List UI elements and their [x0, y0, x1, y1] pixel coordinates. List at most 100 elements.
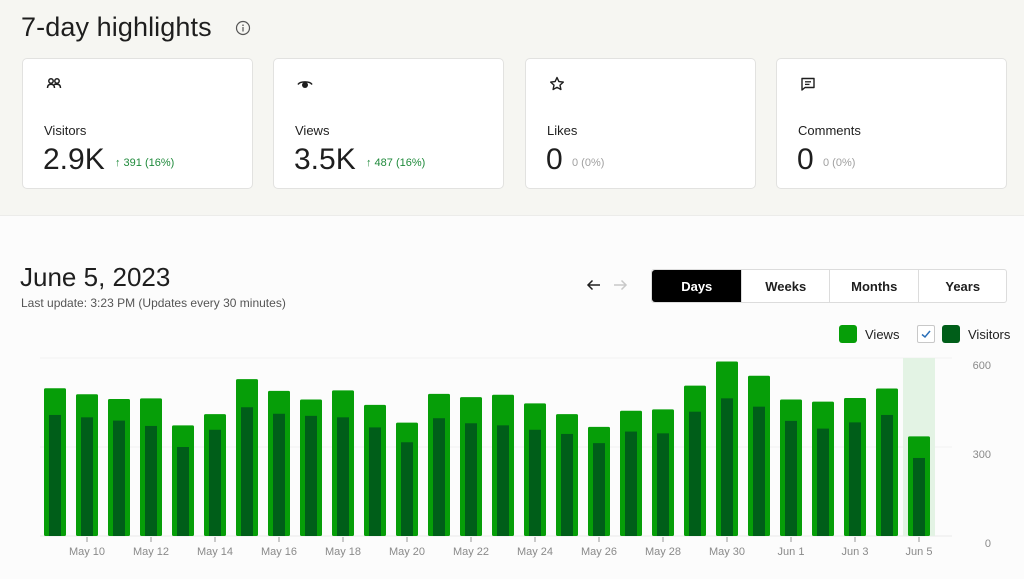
x-tick-label: Jun 5	[905, 546, 933, 558]
bar-group[interactable]	[492, 394, 514, 536]
visitors-checkbox[interactable]	[917, 325, 935, 343]
period-years-button[interactable]: Years	[918, 270, 1006, 302]
checkmark-icon	[921, 330, 931, 339]
bar-group[interactable]	[460, 397, 482, 536]
bar-group[interactable]	[524, 403, 546, 536]
visitors-bar[interactable]	[401, 442, 413, 536]
legend-visitors: Visitors	[917, 324, 1010, 344]
card-visitors: Visitors 2.9K ↑ 391 (16%)	[22, 58, 253, 189]
x-tick-label: May 28	[644, 546, 682, 558]
visitors-bar[interactable]	[433, 418, 445, 536]
card-views: Views 3.5K ↑ 487 (16%)	[273, 58, 504, 189]
visitors-bar[interactable]	[625, 431, 637, 536]
visitors-bar[interactable]	[177, 447, 189, 536]
bar-group[interactable]	[716, 361, 738, 536]
visitors-bar[interactable]	[721, 398, 733, 536]
bar-group[interactable]	[332, 390, 354, 536]
card-likes: Likes 0 0 (0%)	[525, 58, 756, 189]
bar-group[interactable]	[364, 404, 386, 536]
bar-group[interactable]	[748, 375, 770, 536]
visitors-bar[interactable]	[369, 427, 381, 536]
bar-group[interactable]	[652, 409, 674, 536]
visitors-bar[interactable]	[753, 406, 765, 536]
bar-group[interactable]	[780, 399, 802, 536]
card-label: Visitors	[44, 123, 87, 138]
bar-group[interactable]	[76, 394, 98, 536]
visitors-bar[interactable]	[465, 423, 477, 536]
card-delta: 0 (0%)	[823, 157, 856, 169]
bar-group[interactable]	[268, 390, 290, 536]
bar-group[interactable]	[396, 422, 418, 536]
visitors-bar[interactable]	[209, 429, 221, 536]
bar-group[interactable]	[428, 393, 450, 536]
visitors-bar[interactable]	[881, 414, 893, 536]
x-tick-label: Jun 3	[841, 546, 869, 558]
visitors-bar[interactable]	[593, 443, 605, 536]
visitors-bar[interactable]	[49, 414, 61, 536]
visitors-bar[interactable]	[273, 413, 285, 536]
period-selector: Days Weeks Months Years	[651, 269, 1007, 303]
card-delta: ↑ 487 (16%)	[366, 157, 426, 169]
visitors-bar[interactable]	[561, 433, 573, 536]
card-delta: ↑ 391 (16%)	[115, 157, 175, 169]
visitors-bar[interactable]	[529, 429, 541, 536]
card-comments: Comments 0 0 (0%)	[776, 58, 1007, 189]
visitors-bar[interactable]	[497, 425, 509, 536]
visitors-bar[interactable]	[657, 433, 669, 536]
period-days-button[interactable]: Days	[652, 270, 742, 302]
visitors-swatch	[942, 325, 960, 343]
y-tick-label: 600	[972, 360, 991, 372]
x-tick-label: May 30	[708, 546, 746, 558]
visitors-bar[interactable]	[113, 420, 125, 536]
bar-group[interactable]	[556, 414, 578, 536]
visitors-bar[interactable]	[785, 420, 797, 536]
card-value: 0	[797, 143, 814, 176]
visitors-bar[interactable]	[305, 415, 317, 536]
bar-group[interactable]	[140, 398, 162, 536]
bar-group[interactable]	[300, 399, 322, 536]
bar-group[interactable]	[236, 379, 258, 536]
highlights-section: 7-day highlights Visitors 2.9K ↑ 391 (16…	[0, 0, 1024, 216]
visitors-bar[interactable]	[81, 417, 93, 536]
prev-period-arrow-icon[interactable]	[585, 276, 603, 294]
views-swatch	[839, 325, 857, 343]
y-tick-label: 300	[972, 449, 991, 461]
visitors-bar[interactable]	[849, 422, 861, 536]
bar-group[interactable]	[172, 425, 194, 536]
x-tick-label: May 16	[260, 546, 298, 558]
star-icon	[550, 76, 564, 91]
legend-visitors-label: Visitors	[968, 326, 1011, 342]
bar-group[interactable]	[204, 414, 226, 536]
card-value: 3.5K	[294, 143, 356, 176]
bar-group[interactable]	[620, 410, 642, 536]
card-label: Comments	[798, 123, 861, 138]
x-tick-label: May 10	[68, 546, 106, 558]
bar-group[interactable]	[908, 436, 930, 536]
info-circle-icon[interactable]	[235, 20, 251, 36]
x-tick-label: Jun 1	[777, 546, 805, 558]
bar-group[interactable]	[844, 398, 866, 536]
visitors-bar[interactable]	[241, 407, 253, 536]
bar-group[interactable]	[588, 426, 610, 536]
x-tick-label: May 14	[196, 546, 234, 558]
last-update-text: Last update: 3:23 PM (Updates every 30 m…	[21, 296, 286, 310]
bar-group[interactable]	[44, 388, 66, 536]
visitors-bar[interactable]	[913, 457, 925, 536]
period-months-button[interactable]: Months	[828, 270, 919, 302]
card-label: Views	[295, 123, 330, 138]
visitors-bar[interactable]	[689, 411, 701, 536]
bar-group[interactable]	[812, 401, 834, 536]
people-icon	[46, 78, 62, 89]
next-period-arrow-icon[interactable]	[611, 276, 629, 294]
bar-group[interactable]	[108, 398, 130, 536]
legend-views: Views	[839, 324, 899, 344]
visitors-bar[interactable]	[817, 428, 829, 536]
eye-icon	[297, 81, 313, 88]
bar-group[interactable]	[684, 385, 706, 536]
visitors-bar[interactable]	[145, 425, 157, 536]
bar-group[interactable]	[876, 388, 898, 536]
x-tick-label: May 12	[132, 546, 170, 558]
x-tick-label: May 26	[580, 546, 618, 558]
period-weeks-button[interactable]: Weeks	[741, 270, 829, 302]
visitors-bar[interactable]	[337, 417, 349, 536]
